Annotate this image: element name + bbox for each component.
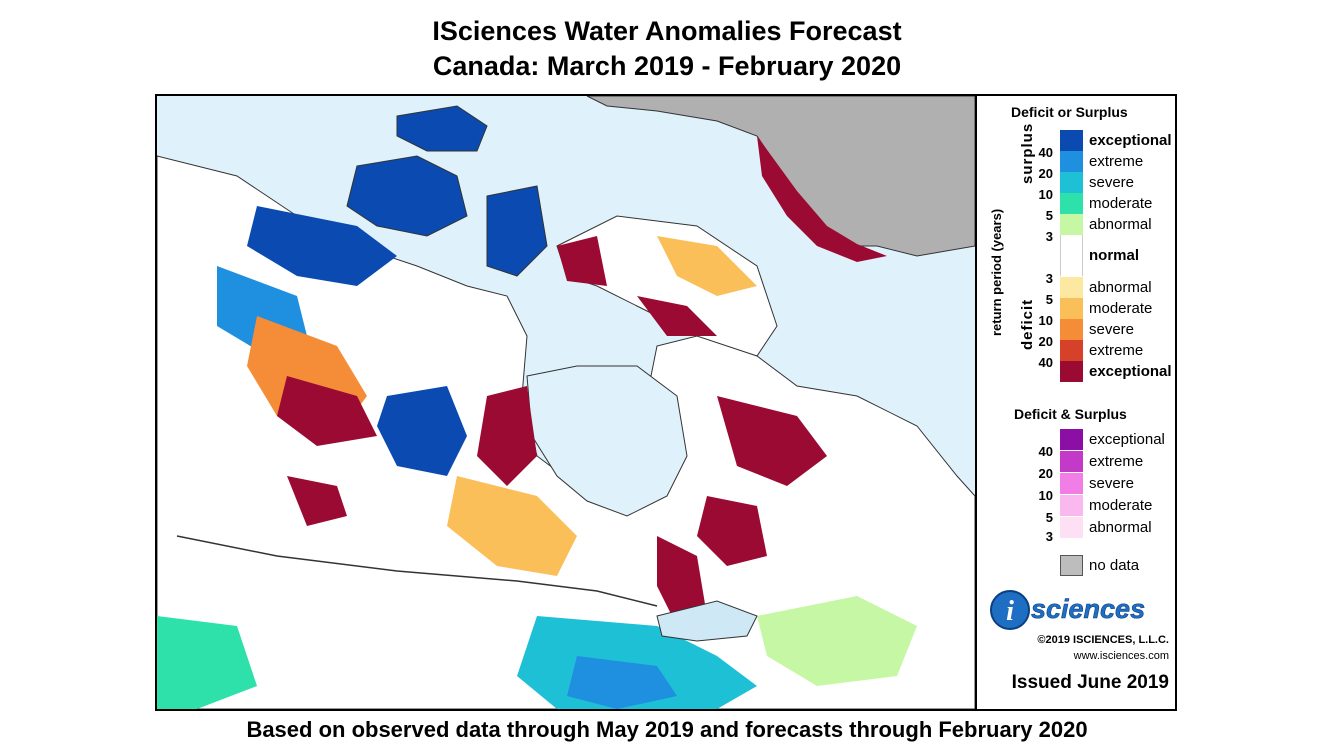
label-surplus-abnormal: abnormal [1089, 216, 1152, 233]
map-subtitle: Canada: March 2019 - February 2020 [432, 51, 902, 81]
anomaly-lowerleft-deficit [287, 476, 347, 526]
logo-letter: i [1006, 596, 1014, 627]
surplus-num-10: 10 [1038, 187, 1053, 202]
surplus-num-20: 20 [1038, 166, 1053, 181]
swatch-both-extreme [1060, 451, 1083, 472]
swatch-deficit-exceptional [1060, 361, 1083, 382]
map-canvas [157, 96, 975, 709]
swatch-surplus-extreme [1060, 151, 1083, 172]
swatch-surplus-moderate [1060, 193, 1083, 214]
anomaly-north-surplus [247, 206, 397, 286]
baffin-deficit-3 [657, 236, 757, 296]
anomaly-hudson-west-deficit [477, 386, 537, 486]
both-num-5: 5 [1045, 510, 1053, 525]
anomaly-quebec-deficit [717, 396, 827, 486]
label-deficit-severe: severe [1089, 321, 1135, 338]
anomaly-mid-surplus [377, 386, 467, 476]
label-deficit-exceptional: exceptional [1089, 363, 1172, 380]
both-num-20: 20 [1038, 466, 1053, 481]
map-frame: Deficit or Surplus return period (years)… [155, 94, 1177, 711]
legend-panel: Deficit or Surplus return period (years)… [975, 96, 1175, 709]
swatch-deficit-extreme [1060, 340, 1083, 361]
us-canada-border [176, 535, 658, 607]
anomaly-quebec-deficit-2 [697, 496, 767, 566]
baffin-deficit-1 [637, 296, 717, 336]
anomaly-sw-surplus [157, 616, 257, 709]
map-footer-note: Based on observed data through May 2019 … [246, 717, 1088, 742]
label-surplus-moderate: moderate [1089, 195, 1153, 212]
anomaly-great-lakes-region [757, 596, 917, 686]
swatch-surplus-severe [1060, 172, 1083, 193]
swatch-deficit-abnormal [1060, 277, 1083, 298]
swatch-no-data [1060, 555, 1083, 576]
arctic-island-3 [486, 185, 548, 277]
logo-graphic: i sciences [990, 590, 1145, 630]
greenland-coast-deficit [757, 136, 887, 262]
label-deficit-moderate: moderate [1089, 300, 1153, 317]
copyright-text: ©2019 ISCIENCES, L.L.C. [1037, 634, 1169, 646]
label-surplus-exceptional: exceptional [1089, 132, 1172, 149]
legend-axis-label: return period (years) [989, 208, 1004, 336]
logo-text: sciences [1031, 594, 1145, 624]
anomaly-us-surplus-2 [567, 656, 677, 709]
anomaly-map [157, 96, 975, 709]
arctic-island-1 [346, 155, 468, 237]
anomaly-ontario-deficit [657, 536, 707, 626]
label-both-exceptional: exceptional [1089, 431, 1165, 448]
label-both-abnormal: abnormal [1089, 519, 1152, 536]
label-deficit-abnormal: abnormal [1089, 279, 1152, 296]
map-title: ISciences Water Anomalies Forecast [432, 16, 902, 46]
both-num-40: 40 [1038, 444, 1053, 459]
legend-heading-deficit-or-surplus: Deficit or Surplus [1011, 104, 1128, 120]
surplus-num-3: 3 [1045, 229, 1053, 244]
label-deficit-extreme: extreme [1089, 342, 1144, 359]
anomaly-west-exceptional [277, 376, 377, 446]
issued-date: Issued June 2019 [1011, 672, 1169, 693]
swatch-deficit-moderate [1060, 298, 1083, 319]
swatch-normal [1060, 235, 1083, 276]
isciences-logo: i sciences [989, 588, 1175, 632]
both-num-10: 10 [1038, 488, 1053, 503]
anomaly-prairie-orange [447, 476, 577, 576]
hudson-bay [526, 365, 688, 517]
arctic-island-2 [396, 105, 488, 152]
legend-heading-deficit-and-surplus: Deficit & Surplus [1014, 406, 1127, 422]
website-text[interactable]: www.isciences.com [1073, 650, 1169, 662]
swatch-both-exceptional [1060, 429, 1083, 450]
label-both-extreme: extreme [1089, 453, 1144, 470]
label-both-moderate: moderate [1089, 497, 1153, 514]
label-surplus-extreme: extreme [1089, 153, 1144, 170]
label-no-data: no data [1089, 557, 1140, 574]
both-num-3: 3 [1045, 529, 1053, 544]
label-both-severe: severe [1089, 475, 1135, 492]
great-lakes [656, 600, 758, 642]
swatch-surplus-abnormal [1060, 214, 1083, 235]
label-normal: normal [1089, 247, 1140, 264]
deficit-num-3: 3 [1045, 271, 1053, 286]
deficit-num-40: 40 [1038, 355, 1053, 370]
swatch-both-severe [1060, 473, 1083, 494]
surplus-num-40: 40 [1038, 145, 1053, 160]
label-surplus-severe: severe [1089, 174, 1135, 191]
deficit-num-10: 10 [1038, 313, 1053, 328]
deficit-num-20: 20 [1038, 334, 1053, 349]
surplus-num-5: 5 [1045, 208, 1053, 223]
deficit-num-5: 5 [1045, 292, 1053, 307]
swatch-both-abnormal [1060, 517, 1083, 538]
swatch-both-moderate [1060, 495, 1083, 516]
baffin-deficit-2 [557, 236, 607, 286]
swatch-surplus-exceptional [1060, 130, 1083, 151]
swatch-deficit-severe [1060, 319, 1083, 340]
